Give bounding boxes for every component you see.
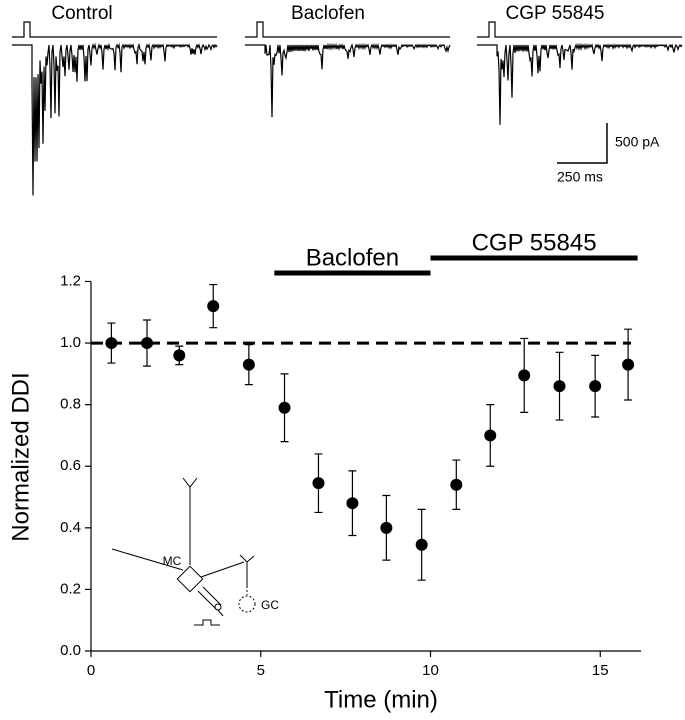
- y-tick-label: 0.6: [60, 457, 81, 474]
- data-point: [173, 349, 186, 362]
- inset-label: GC: [261, 598, 279, 612]
- current-trace: [477, 42, 683, 125]
- scale-label: 500 pA: [615, 134, 660, 150]
- stimulus-trace: [245, 21, 450, 38]
- data-point: [553, 380, 566, 393]
- data-point: [141, 337, 154, 350]
- current-trace: [245, 42, 451, 118]
- trace-title: Baclofen: [291, 3, 365, 24]
- treatment-label: CGP 55845: [472, 229, 597, 256]
- x-tick-label: 10: [422, 662, 439, 679]
- trace-title: CGP 55845: [506, 3, 605, 24]
- data-point: [484, 429, 497, 442]
- stimulus-trace: [477, 21, 682, 38]
- y-axis-label: Normalized DDI: [7, 372, 34, 541]
- data-point: [312, 477, 325, 490]
- y-tick-label: 1.2: [60, 272, 81, 289]
- data-point: [518, 369, 531, 382]
- data-point: [380, 521, 393, 534]
- data-point: [278, 401, 291, 414]
- y-tick-label: 0.0: [60, 642, 81, 659]
- data-point: [415, 538, 428, 551]
- data-point: [242, 358, 255, 371]
- data-point: [450, 478, 463, 491]
- stimulus-trace: [12, 21, 217, 38]
- plot: 0.0 0.2 0.4 0.6 0.8 1.0 1.2 0 5 10 15 Time (min) Nor…: [7, 229, 641, 713]
- x-tick-label: 0: [87, 662, 95, 679]
- inset-label: MC: [163, 554, 182, 568]
- x-axis-label: Time (min): [324, 686, 438, 713]
- data-point: [622, 358, 635, 371]
- treatment-label: Baclofen: [306, 244, 399, 271]
- data-point: [346, 497, 359, 510]
- trace-title: Control: [51, 3, 112, 24]
- y-tick-label: 0.4: [60, 519, 81, 536]
- traces: [12, 21, 683, 196]
- y-tick-label: 1.0: [60, 334, 81, 351]
- data-point: [207, 300, 220, 313]
- scale-label: 250 ms: [557, 169, 603, 185]
- inset-diagram: [111, 477, 256, 626]
- y-tick-label: 0.8: [60, 396, 81, 413]
- x-tick-label: 15: [592, 662, 609, 679]
- data-point: [589, 380, 602, 393]
- x-tick-label: 5: [257, 662, 265, 679]
- data-point: [105, 337, 118, 350]
- scale-bar: [557, 123, 608, 164]
- y-tick-label: 0.2: [60, 580, 81, 597]
- current-trace: [12, 42, 218, 196]
